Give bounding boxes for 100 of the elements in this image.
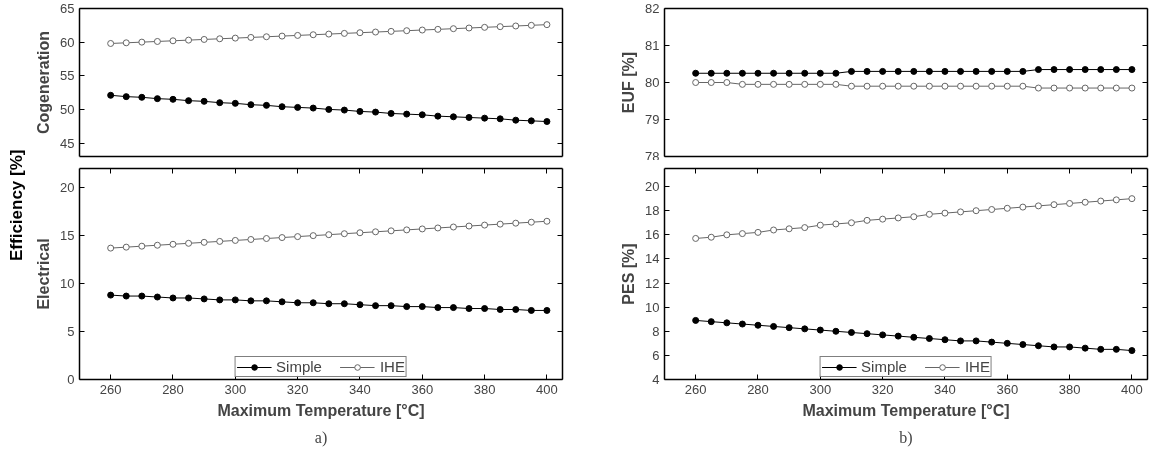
- y-tick-label: 81: [645, 38, 660, 53]
- point: [879, 82, 887, 90]
- x-tick-label: 280: [747, 381, 769, 397]
- x-tick-label: 320: [871, 381, 894, 397]
- point: [910, 82, 918, 90]
- point: [847, 82, 855, 90]
- point: [294, 103, 302, 111]
- y-tick-label: 79: [645, 112, 660, 127]
- point: [122, 39, 130, 47]
- point: [496, 23, 504, 31]
- point: [785, 225, 793, 233]
- point: [169, 95, 177, 103]
- point: [309, 232, 317, 240]
- point: [200, 97, 208, 105]
- point: [185, 36, 193, 44]
- point: [847, 67, 855, 75]
- point: [309, 299, 317, 307]
- point: [340, 230, 348, 238]
- point: [512, 219, 520, 227]
- point: [1003, 339, 1011, 347]
- y-axis-title: EUF [%]: [620, 51, 638, 114]
- point: [216, 35, 224, 43]
- point: [1128, 195, 1136, 203]
- point: [785, 80, 793, 88]
- point: [122, 93, 130, 101]
- point: [1081, 84, 1089, 92]
- point: [122, 243, 130, 251]
- point: [692, 79, 700, 86]
- point: [543, 306, 551, 314]
- point: [138, 242, 146, 250]
- point: [278, 32, 286, 40]
- legend-label: Simple: [276, 358, 322, 375]
- point: [957, 337, 965, 345]
- point: [988, 206, 996, 213]
- point: [770, 69, 778, 77]
- y-tick-label: 82: [645, 1, 660, 16]
- point: [801, 80, 809, 88]
- point: [372, 28, 380, 36]
- point: [372, 228, 380, 236]
- point: [387, 227, 395, 235]
- point: [707, 233, 715, 241]
- point: [200, 238, 208, 246]
- point: [925, 335, 933, 342]
- point: [879, 331, 887, 339]
- point: [185, 97, 193, 105]
- point: [1128, 347, 1136, 355]
- point: [107, 39, 115, 47]
- y-tick-label: 10: [60, 276, 75, 292]
- point: [496, 220, 504, 228]
- point: [847, 219, 855, 227]
- y-tick-label: 10: [645, 299, 660, 315]
- point: [340, 106, 348, 114]
- point: [910, 333, 918, 341]
- point: [1034, 84, 1042, 92]
- point: [153, 37, 161, 45]
- point: [957, 82, 965, 90]
- y-tick-label: 50: [60, 101, 75, 117]
- y-tick-label: 55: [60, 68, 75, 84]
- point: [496, 115, 504, 123]
- point: [465, 113, 473, 121]
- point: [434, 25, 442, 33]
- y-tick-label: 12: [645, 275, 660, 291]
- point: [309, 31, 317, 39]
- point: [894, 214, 902, 222]
- point: [403, 110, 411, 118]
- point: [372, 302, 380, 310]
- text: Efficiency [%]: [6, 149, 27, 261]
- point: [294, 31, 302, 39]
- point: [418, 303, 426, 311]
- x-tick-label: 260: [99, 381, 122, 397]
- x-tick-label: 380: [473, 381, 496, 397]
- y-tick-label: 5: [67, 324, 75, 340]
- point: [1066, 66, 1074, 74]
- point: [988, 338, 996, 346]
- point: [925, 67, 933, 75]
- y-tick-label: 6: [652, 347, 660, 363]
- point: [387, 302, 395, 310]
- point: [543, 217, 551, 225]
- x-tick-label: 260: [684, 381, 707, 397]
- y-axis-title: PES [%]: [620, 243, 638, 305]
- x-tick-label: 300: [809, 381, 832, 397]
- point: [738, 320, 746, 328]
- point: [1050, 66, 1058, 74]
- point: [200, 295, 208, 303]
- point: [169, 37, 177, 45]
- point: [1066, 199, 1074, 207]
- point: [1097, 66, 1105, 74]
- point: [988, 67, 996, 75]
- point: [1034, 66, 1042, 74]
- y-tick-label: 20: [645, 179, 660, 195]
- point: [434, 224, 442, 232]
- point: [153, 293, 161, 301]
- point: [262, 101, 270, 109]
- point: [785, 324, 793, 332]
- point: [692, 69, 700, 77]
- point: [1003, 204, 1011, 212]
- point: [169, 294, 177, 302]
- y-axis-title: Cogeneration: [35, 30, 53, 135]
- x-tick-label: 360: [996, 381, 1019, 397]
- y-tick-label: 16: [645, 227, 660, 243]
